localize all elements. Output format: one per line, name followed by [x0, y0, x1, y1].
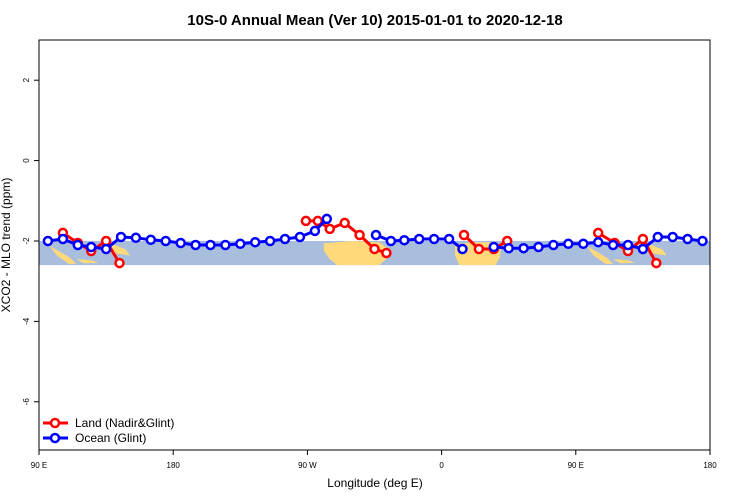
data-point — [667, 231, 678, 243]
data-point — [518, 242, 529, 254]
data-point — [651, 257, 662, 269]
land-indonesia-2 — [586, 245, 614, 264]
data-point — [294, 231, 306, 243]
data-point — [682, 233, 693, 245]
x-tick-label: 180 — [703, 461, 717, 470]
data-point — [264, 235, 276, 247]
data-point — [42, 235, 54, 247]
data-point — [457, 243, 468, 255]
data-point — [312, 215, 324, 227]
data-point — [637, 233, 649, 245]
data-point — [458, 229, 470, 241]
data-point — [548, 239, 559, 251]
data-point — [370, 229, 382, 241]
land-java-1 — [76, 259, 99, 264]
data-point — [114, 257, 125, 269]
chart-title: 10S-0 Annual Mean (Ver 10) 2015-01-01 to… — [187, 12, 562, 29]
data-point — [607, 239, 619, 251]
data-point — [160, 235, 171, 247]
y-tick-label: -2 — [22, 237, 31, 245]
x-tick-label: 0 — [439, 461, 444, 470]
data-point — [381, 247, 392, 259]
data-point — [413, 233, 425, 245]
data-point — [399, 234, 410, 246]
data-point — [57, 233, 69, 245]
y-tick-label: 2 — [22, 77, 31, 82]
data-point — [235, 238, 246, 250]
data-point — [145, 234, 157, 246]
legend-marker-land — [49, 417, 61, 429]
data-point — [473, 243, 485, 255]
data-point — [220, 239, 231, 251]
plot-frame — [38, 39, 711, 451]
x-axis-label: Longitude (deg E) — [327, 476, 422, 490]
data-point — [443, 233, 455, 245]
plot-area: 90 E 180 90 W 0 90 E 180 2 0 -2 -4 -6 — [22, 39, 717, 470]
series-line — [462, 233, 508, 251]
data-point — [115, 231, 127, 243]
data-point — [428, 233, 440, 245]
data-point — [488, 241, 500, 253]
x-tick-label: 90 W — [298, 461, 317, 470]
x-tick-label: 180 — [167, 461, 181, 470]
data-point — [637, 243, 649, 255]
y-tick-label: -6 — [22, 398, 31, 406]
data-point — [72, 239, 84, 251]
data-point — [563, 238, 574, 250]
data-point — [652, 231, 664, 243]
legend-marker-ocean — [49, 432, 61, 444]
series-ocean — [42, 213, 708, 255]
y-axis-ticks: 2 0 -2 -4 -6 — [22, 77, 39, 405]
data-point — [279, 233, 291, 245]
data-point — [324, 223, 336, 235]
x-axis-ticks: 90 E 180 90 W 0 90 E 180 — [31, 450, 717, 470]
series-layer — [42, 213, 708, 269]
data-point — [100, 243, 112, 255]
land-south-america — [323, 241, 390, 266]
data-point — [309, 225, 321, 237]
data-point — [190, 239, 201, 251]
data-point — [249, 236, 261, 248]
data-point — [622, 239, 634, 251]
data-point — [205, 239, 216, 251]
data-point — [697, 235, 708, 247]
data-point — [369, 243, 380, 255]
y-tick-label: -4 — [22, 317, 31, 325]
data-point — [592, 236, 604, 248]
data-point — [130, 232, 142, 244]
data-point — [321, 213, 333, 225]
land-java-2 — [613, 259, 636, 264]
data-point — [533, 241, 544, 253]
data-point — [85, 241, 97, 253]
y-tick-label: 0 — [22, 158, 31, 163]
data-point — [578, 238, 589, 250]
legend: Land (Nadir&Glint) Ocean (Glint) — [43, 416, 174, 445]
x-tick-label: 90 E — [568, 461, 584, 470]
y-axis-label: XCO2 - MLO trend (ppm) — [0, 178, 13, 313]
legend-label-land: Land (Nadir&Glint) — [75, 416, 174, 430]
data-point — [385, 235, 397, 247]
x-tick-label: 90 E — [31, 461, 47, 470]
data-point — [300, 215, 312, 227]
data-point — [503, 242, 514, 254]
data-point — [339, 217, 350, 229]
land-indonesia-1 — [49, 245, 77, 264]
data-point — [175, 237, 186, 249]
data-point — [592, 227, 604, 239]
legend-label-ocean: Ocean (Glint) — [75, 431, 146, 445]
data-point — [354, 229, 365, 241]
